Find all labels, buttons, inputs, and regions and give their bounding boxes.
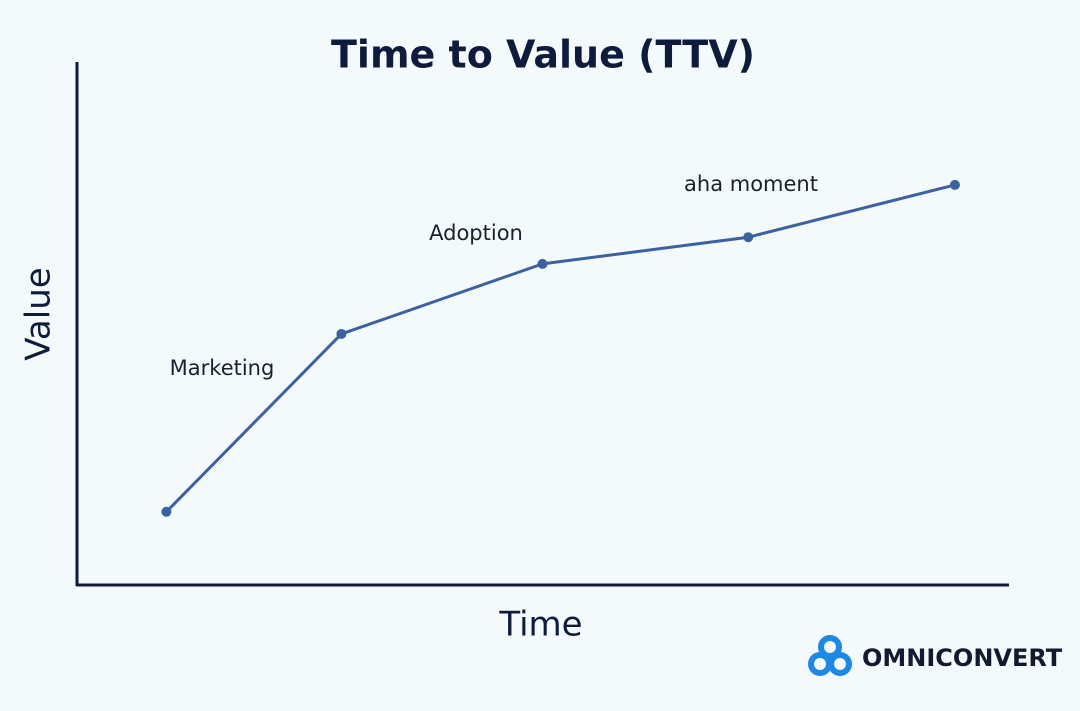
y-axis-label: Value: [19, 267, 59, 360]
point: [161, 506, 172, 517]
annotation: Marketing: [170, 356, 275, 380]
brand-logo: [808, 635, 852, 676]
annotation: Adoption: [429, 221, 523, 245]
brand-name: OMNICONVERT: [862, 644, 1063, 672]
annotation: aha moment: [684, 172, 818, 196]
point: [537, 258, 548, 269]
point: [336, 328, 347, 339]
point: [743, 232, 754, 243]
chart-title: Time to Value (TTV): [331, 33, 755, 77]
x-axis-label: Time: [498, 605, 582, 645]
point: [949, 179, 960, 190]
